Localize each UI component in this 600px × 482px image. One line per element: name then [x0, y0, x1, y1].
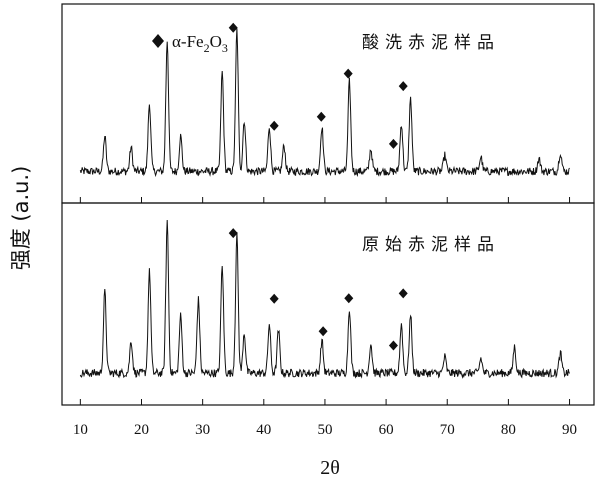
x-tick-label-30: 30 [195, 422, 210, 438]
fe2o3-marker-0-2 [316, 111, 326, 122]
fe2o3-marker-0-3 [343, 68, 353, 79]
panel-frame-1 [61, 202, 595, 406]
fe2o3-marker-0-5 [398, 81, 408, 92]
x-tick-label-10: 10 [73, 422, 88, 438]
legend-diamond-marker [152, 34, 164, 48]
fe2o3-marker-1-5 [398, 288, 408, 299]
x-tick-label-60: 60 [379, 422, 394, 438]
fe2o3-marker-0-0 [228, 22, 238, 33]
fe2o3-marker-1-4 [388, 340, 398, 351]
legend: α-Fe2O3 [152, 32, 228, 55]
x-tick-label-80: 80 [501, 422, 516, 438]
fe2o3-marker-0-1 [269, 120, 279, 131]
x-axis-title: 2θ [320, 457, 340, 479]
x-tick-label-40: 40 [256, 422, 271, 438]
fe2o3-marker-1-0 [228, 228, 238, 239]
xrd-pattern-line-1 [79, 219, 570, 380]
panel-label-acid-washed: 酸洗赤泥样品 [362, 33, 500, 53]
panel-label-raw: 原始赤泥样品 [362, 235, 500, 255]
legend-label: α-Fe2O3 [172, 32, 228, 55]
panels-layer [61, 3, 595, 406]
xrd-pattern-line-0 [79, 28, 570, 178]
x-tick-label-70: 70 [440, 422, 455, 438]
x-tick-label-50: 50 [317, 422, 332, 438]
x-tick-label-20: 20 [134, 422, 149, 438]
fe2o3-marker-1-3 [344, 293, 354, 304]
x-tick-label-90: 90 [562, 422, 577, 438]
fe2o3-marker-1-2 [318, 326, 328, 337]
fe2o3-marker-0-4 [388, 138, 398, 149]
y-axis-title: 强度 (a.u.) [9, 166, 33, 271]
fe2o3-marker-1-1 [269, 293, 279, 304]
x-ticks-layer: 10 20 30 40 50 60 70 80 90 [73, 422, 577, 438]
